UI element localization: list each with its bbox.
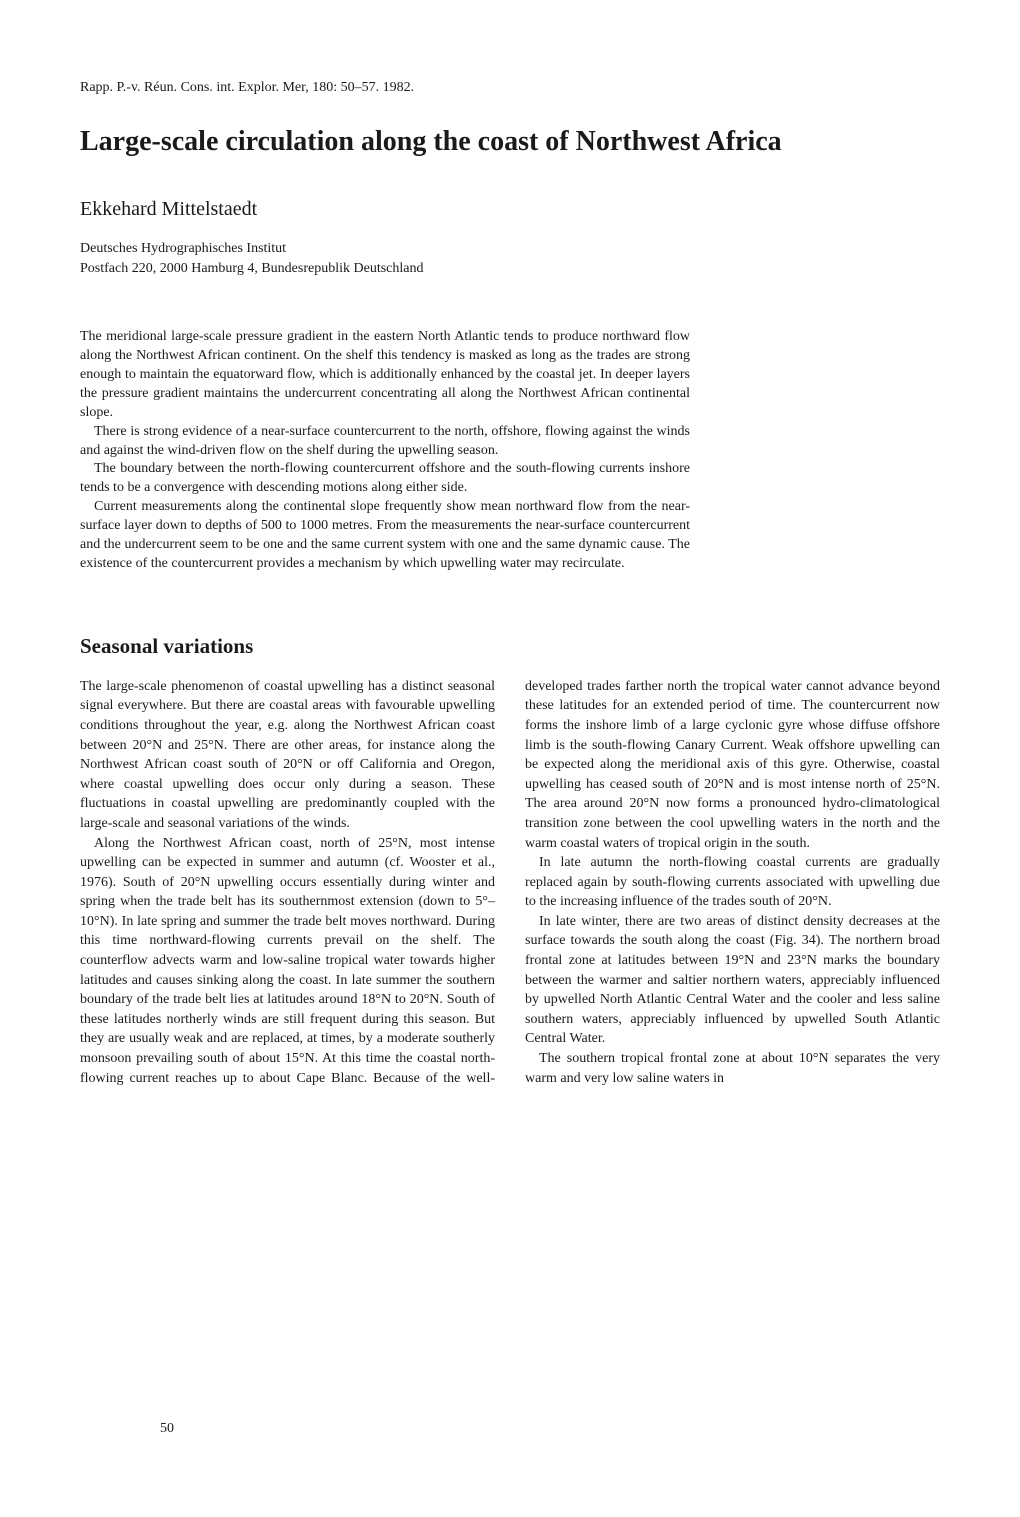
abstract-paragraph: Current measurements along the continent…: [80, 498, 690, 574]
affiliation-line-2: Postfach 220, 2000 Hamburg 4, Bundesrepu…: [80, 259, 940, 279]
abstract-paragraph: The meridional large-scale pressure grad…: [80, 328, 690, 422]
author-affiliation: Deutsches Hydrographisches Institut Post…: [80, 239, 940, 278]
abstract-block: The meridional large-scale pressure grad…: [80, 328, 690, 574]
paper-title: Large-scale circulation along the coast …: [80, 126, 940, 158]
body-paragraph: The large-scale phenomenon of coastal up…: [80, 677, 495, 834]
affiliation-line-1: Deutsches Hydrographisches Institut: [80, 239, 940, 259]
body-text: The large-scale phenomenon of coastal up…: [80, 677, 940, 1088]
section-heading: Seasonal variations: [80, 634, 940, 659]
body-paragraph: The southern tropical frontal zone at ab…: [525, 1049, 940, 1088]
body-paragraph: In late autumn the north-flowing coastal…: [525, 853, 940, 912]
citation-text: Rapp. P.-v. Réun. Cons. int. Explor. Mer…: [80, 80, 940, 96]
abstract-paragraph: The boundary between the north-flowing c…: [80, 460, 690, 498]
author-name: Ekkehard Mittelstaedt: [80, 198, 940, 221]
page-number: 50: [160, 1421, 174, 1437]
abstract-paragraph: There is strong evidence of a near-surfa…: [80, 423, 690, 461]
body-paragraph: In late winter, there are two areas of d…: [525, 912, 940, 1049]
